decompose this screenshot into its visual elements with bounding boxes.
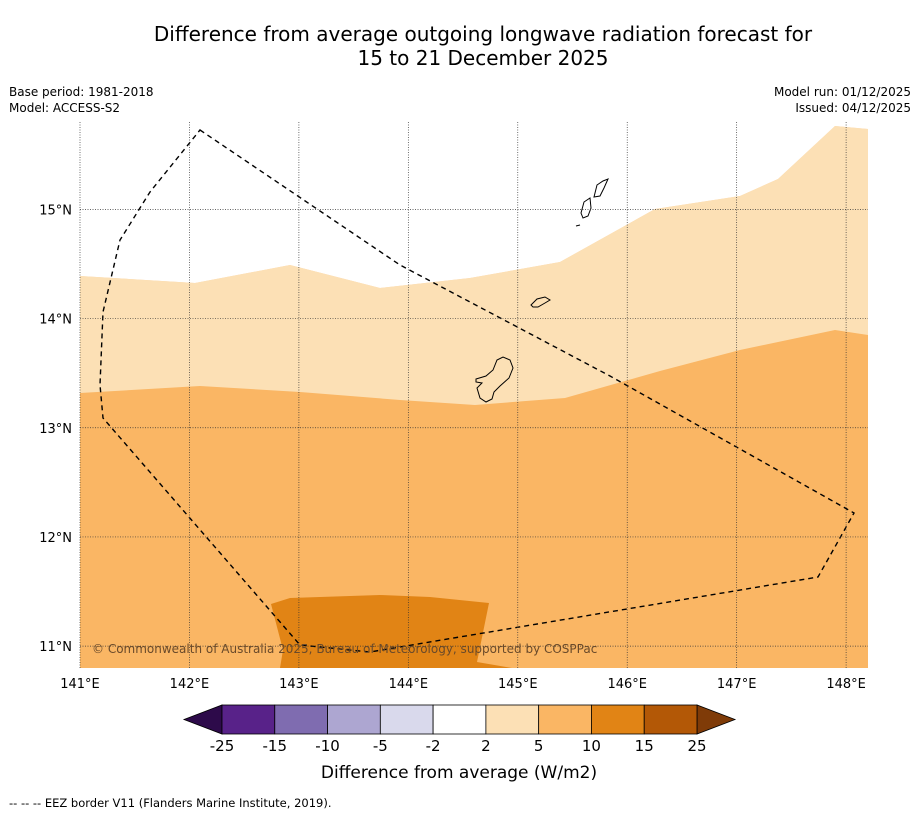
colorbar-label: -2: [426, 737, 441, 755]
latitude-label: 12°N: [39, 531, 72, 546]
island-guam: [475, 356, 514, 403]
near-average-region: [80, 122, 868, 288]
latitude-labels: 15°N 14°N 13°N 12°N 11°N: [39, 203, 72, 655]
longitude-label: 141°E: [60, 677, 100, 692]
colorbar: -25 -15 -10 -5 -2 2 5 10 15 25: [182, 704, 737, 755]
colorbar-swatch: [538, 704, 592, 735]
latitude-label: 15°N: [39, 203, 72, 218]
map-gridlines: [79, 122, 868, 668]
anomaly-band-10-15: [271, 595, 512, 668]
colorbar-label: 15: [635, 737, 654, 755]
colorbar-swatch: [379, 704, 434, 735]
colorbar-swatch: [327, 704, 381, 735]
eez-footnote: -- -- -- EEZ border V11 (Flanders Marine…: [9, 796, 332, 810]
colorbar-title: Difference from average (W/m2): [321, 763, 597, 783]
copyright-text: © Commonwealth of Australia 2025, Bureau…: [92, 642, 597, 656]
longitude-label: 143°E: [279, 677, 319, 692]
model-run-text: Model run: 01/12/2025: [773, 85, 911, 99]
longitude-labels: 141°E 142°E 143°E 144°E 145°E 146°E 147°E 148°E: [60, 677, 866, 692]
latitude-label: 14°N: [39, 313, 72, 328]
colorbar-swatch: [591, 704, 645, 735]
map-area: [80, 122, 868, 668]
island-aguijan: [575, 224, 581, 227]
colorbar-label: -5: [373, 737, 388, 755]
colorbar-label: 2: [481, 737, 491, 755]
colorbar-label: 5: [534, 737, 544, 755]
colorbar-extend-high: [696, 704, 737, 735]
colorbar-swatch: [485, 704, 540, 735]
model-text: Model: ACCESS-S2: [9, 101, 121, 115]
longitude-label: 147°E: [717, 677, 757, 692]
base-period-text: Base period: 1981-2018: [9, 85, 154, 99]
title-line-2: 15 to 21 December 2025: [357, 46, 609, 70]
longitude-label: 142°E: [170, 677, 210, 692]
chart-title: Difference from average outgoing longwav…: [0, 22, 919, 70]
colorbar-label: -15: [263, 737, 288, 755]
colorbar-swatch: [432, 704, 487, 735]
meta-right: Model run: 01/12/2025 Issued: 04/12/2025: [774, 84, 911, 116]
eez-border: [99, 129, 855, 653]
colorbar-extend-low: [182, 704, 223, 735]
colorbar-label: 10: [582, 737, 601, 755]
colorbar-label: 25: [687, 737, 706, 755]
colorbar-label: -10: [315, 737, 340, 755]
latitude-label: 11°N: [39, 640, 72, 655]
colorbar-swatch: [274, 704, 328, 735]
longitude-label: 148°E: [826, 677, 866, 692]
island-tinian: [580, 197, 592, 219]
colorbar-label: -25: [210, 737, 235, 755]
island-rota: [530, 296, 551, 308]
longitude-label: 145°E: [498, 677, 538, 692]
issued-text: Issued: 04/12/2025: [795, 101, 911, 115]
title-line-1: Difference from average outgoing longwav…: [153, 22, 813, 46]
island-saipan: [593, 178, 609, 198]
longitude-label: 146°E: [607, 677, 647, 692]
latitude-label: 13°N: [39, 422, 72, 437]
anomaly-band-2-5: [80, 126, 868, 405]
colorbar-swatch: [643, 704, 698, 735]
meta-left: Base period: 1981-2018 Model: ACCESS-S2: [9, 84, 154, 116]
longitude-label: 144°E: [389, 677, 429, 692]
colorbar-swatch: [221, 704, 276, 735]
